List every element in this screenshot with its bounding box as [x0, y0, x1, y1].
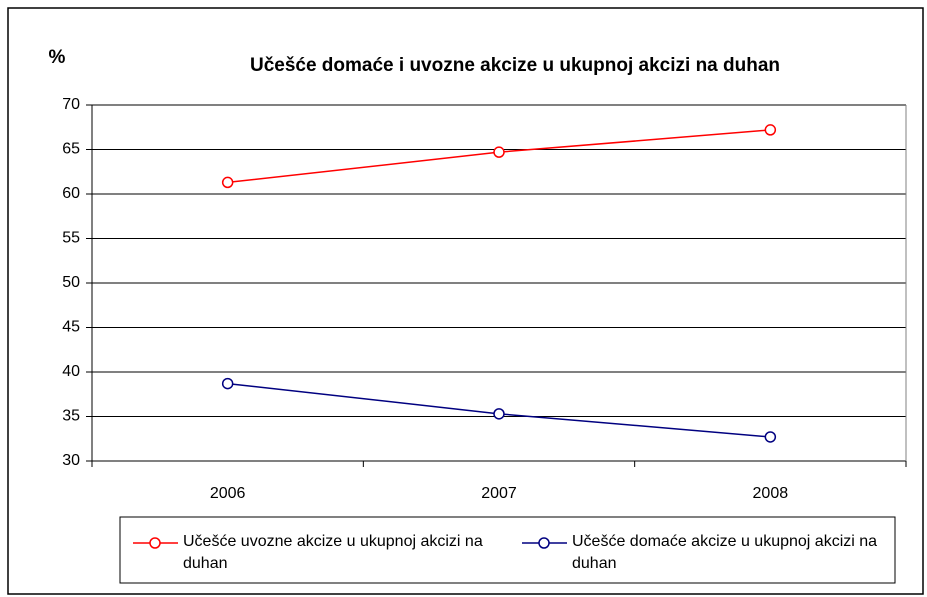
y-tick-label: 40 [62, 363, 80, 380]
x-tick-label: 2008 [753, 485, 789, 502]
y-tick-label: 45 [62, 319, 80, 336]
legend-marker [538, 537, 550, 549]
data-point [764, 431, 777, 443]
data-point [221, 176, 234, 189]
y-tick-label: 60 [62, 185, 80, 202]
y-tick-label: 70 [62, 96, 80, 113]
chart-frame [7, 7, 924, 595]
data-point [493, 408, 505, 420]
y-tick-label: 35 [62, 408, 80, 425]
data-point [764, 124, 777, 136]
x-tick-label: 2006 [210, 485, 246, 502]
legend-label: Učešće domaće akcize u ukupnoj akcizi na… [572, 533, 878, 572]
x-tick-label: 2007 [481, 485, 517, 502]
y-tick-label: 50 [62, 274, 80, 291]
y-tick-label: 30 [62, 452, 80, 469]
chart-title: Učešće domaće i uvozne akcize u ukupnoj … [250, 55, 780, 76]
y-tick-label: 65 [62, 141, 80, 158]
legend-label: Učešće uvozne akcize u ukupnoj akcizi na… [183, 533, 483, 572]
data-point [493, 146, 505, 158]
legend-box [119, 516, 896, 584]
legend-marker [149, 537, 161, 549]
y-tick-label: 55 [62, 230, 80, 247]
y-axis-label: % [49, 47, 66, 68]
data-point [221, 377, 234, 390]
